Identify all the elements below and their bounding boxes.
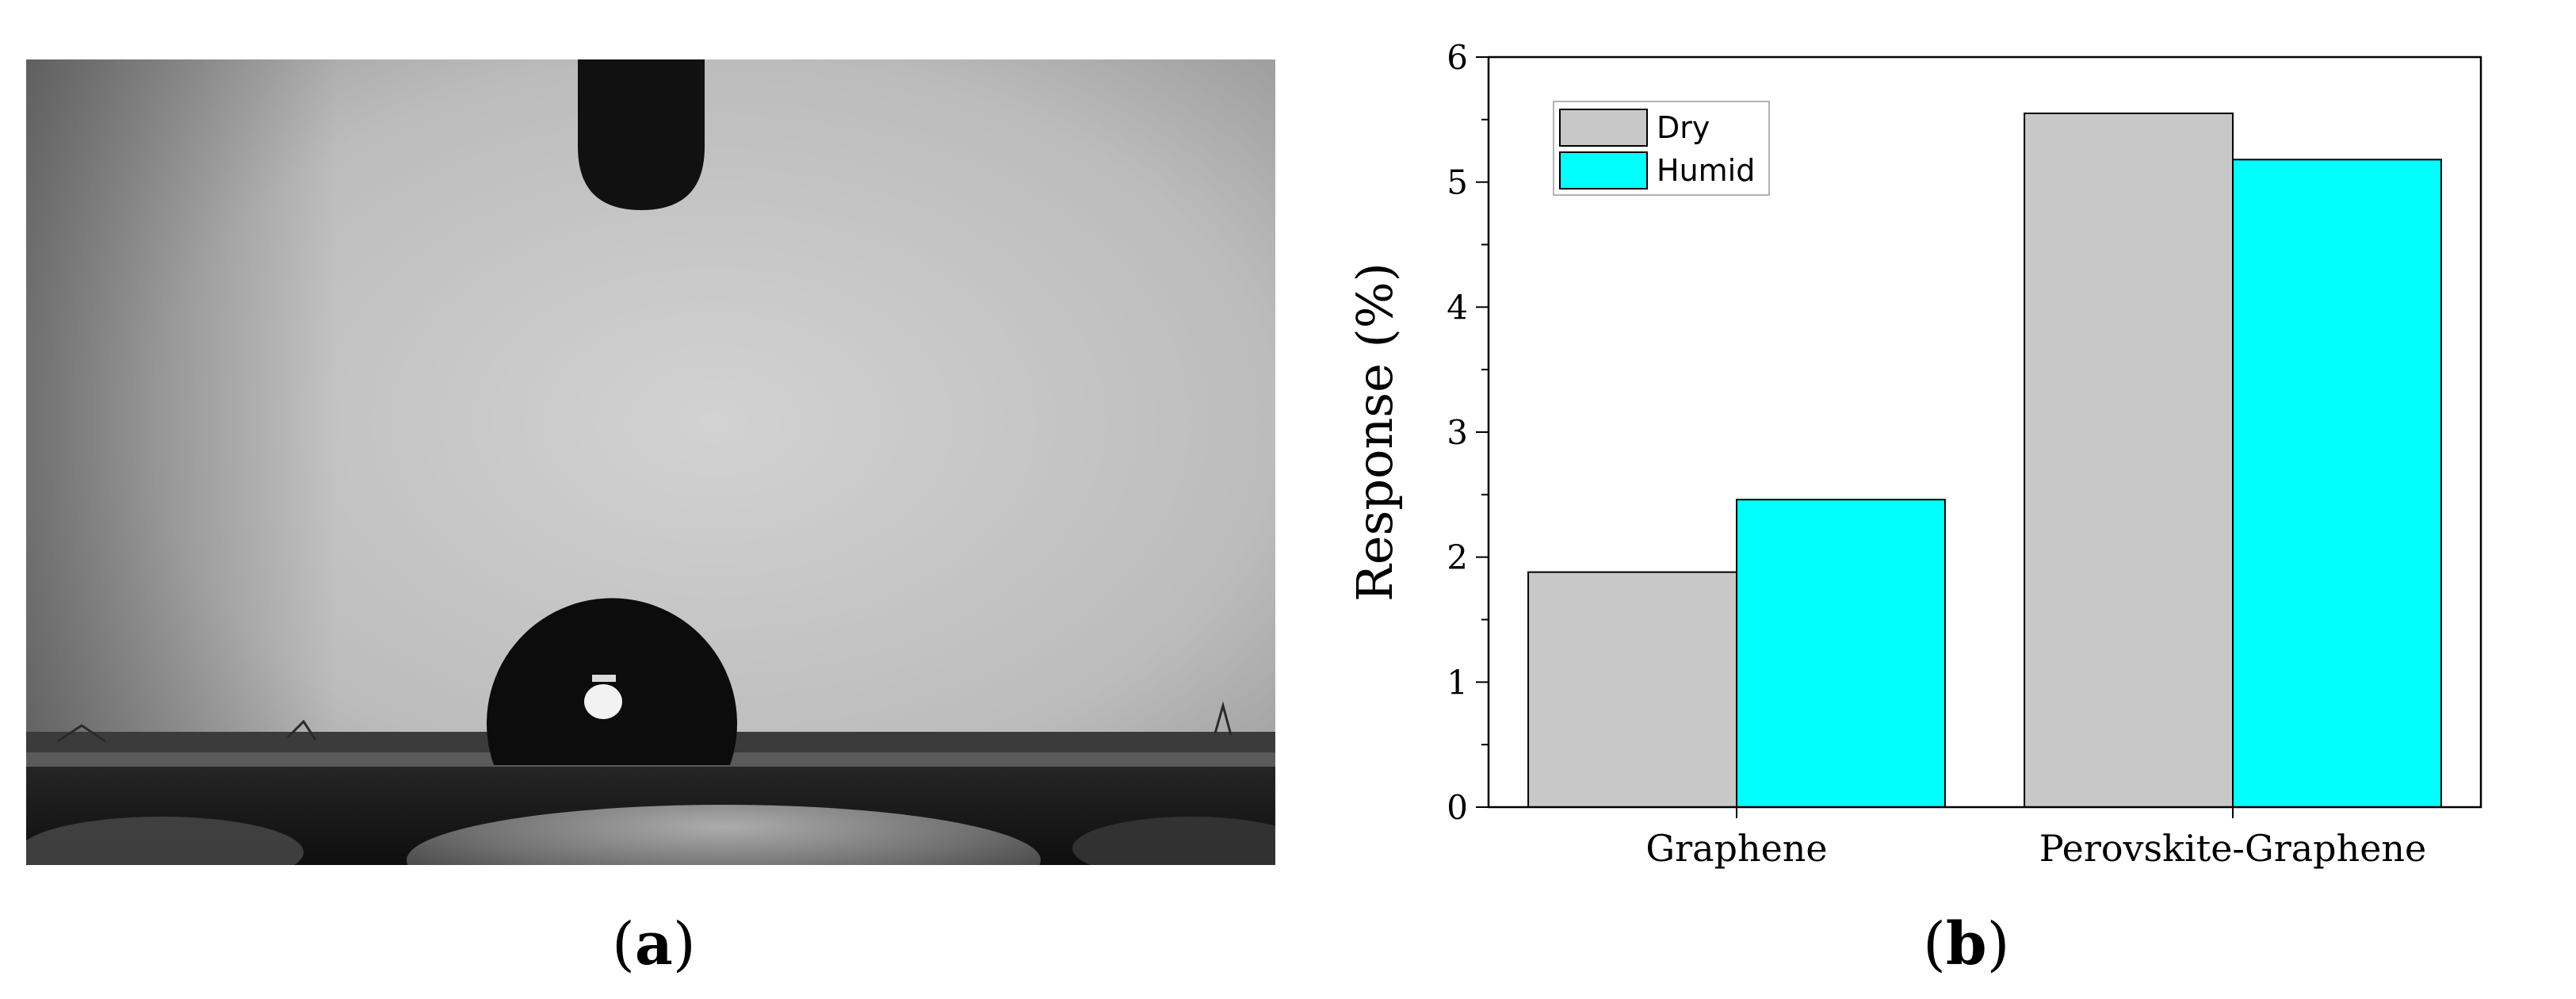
x-tick-label: Perovskite-Graphene [2039, 827, 2427, 870]
droplet-highlight [584, 684, 622, 719]
legend-label-dry: Dry [1657, 110, 1710, 145]
legend-swatch-dry [1559, 109, 1648, 147]
bar-dry-perovskite-graphene [2024, 112, 2234, 808]
y-tick-label: 6 [1447, 38, 1468, 77]
bar-dry-graphene [1527, 571, 1737, 808]
contact-angle-photo [26, 59, 1275, 865]
y-tick-label: 4 [1447, 288, 1468, 327]
bar-chart-panel: Graphene Perovskite-Graphene 0 1 2 3 4 5 6 Respon… [1316, 0, 2576, 904]
y-tick-label: 2 [1447, 538, 1468, 577]
legend-swatch-humid [1559, 151, 1648, 189]
bar-chart: Graphene Perovskite-Graphene 0 1 2 3 4 5 6 Respon… [1346, 38, 2482, 870]
bar-humid-graphene [1736, 499, 1946, 808]
legend-label-humid: Humid [1657, 153, 1755, 188]
panel-label-b: (b) [1923, 910, 2010, 978]
panel-label-a: (a) [612, 910, 696, 978]
y-tick-label: 1 [1447, 663, 1468, 702]
x-tick-label: Graphene [1645, 827, 1827, 870]
y-tick-label: 5 [1447, 163, 1468, 202]
bar-humid-perovskite-graphene [2232, 159, 2442, 808]
needle-shape [578, 59, 705, 210]
y-tick-label: 0 [1447, 788, 1468, 827]
y-axis-label: Response (%) [1346, 262, 1404, 602]
y-tick-label: 3 [1447, 413, 1468, 452]
droplet-photo-image [26, 59, 1275, 865]
